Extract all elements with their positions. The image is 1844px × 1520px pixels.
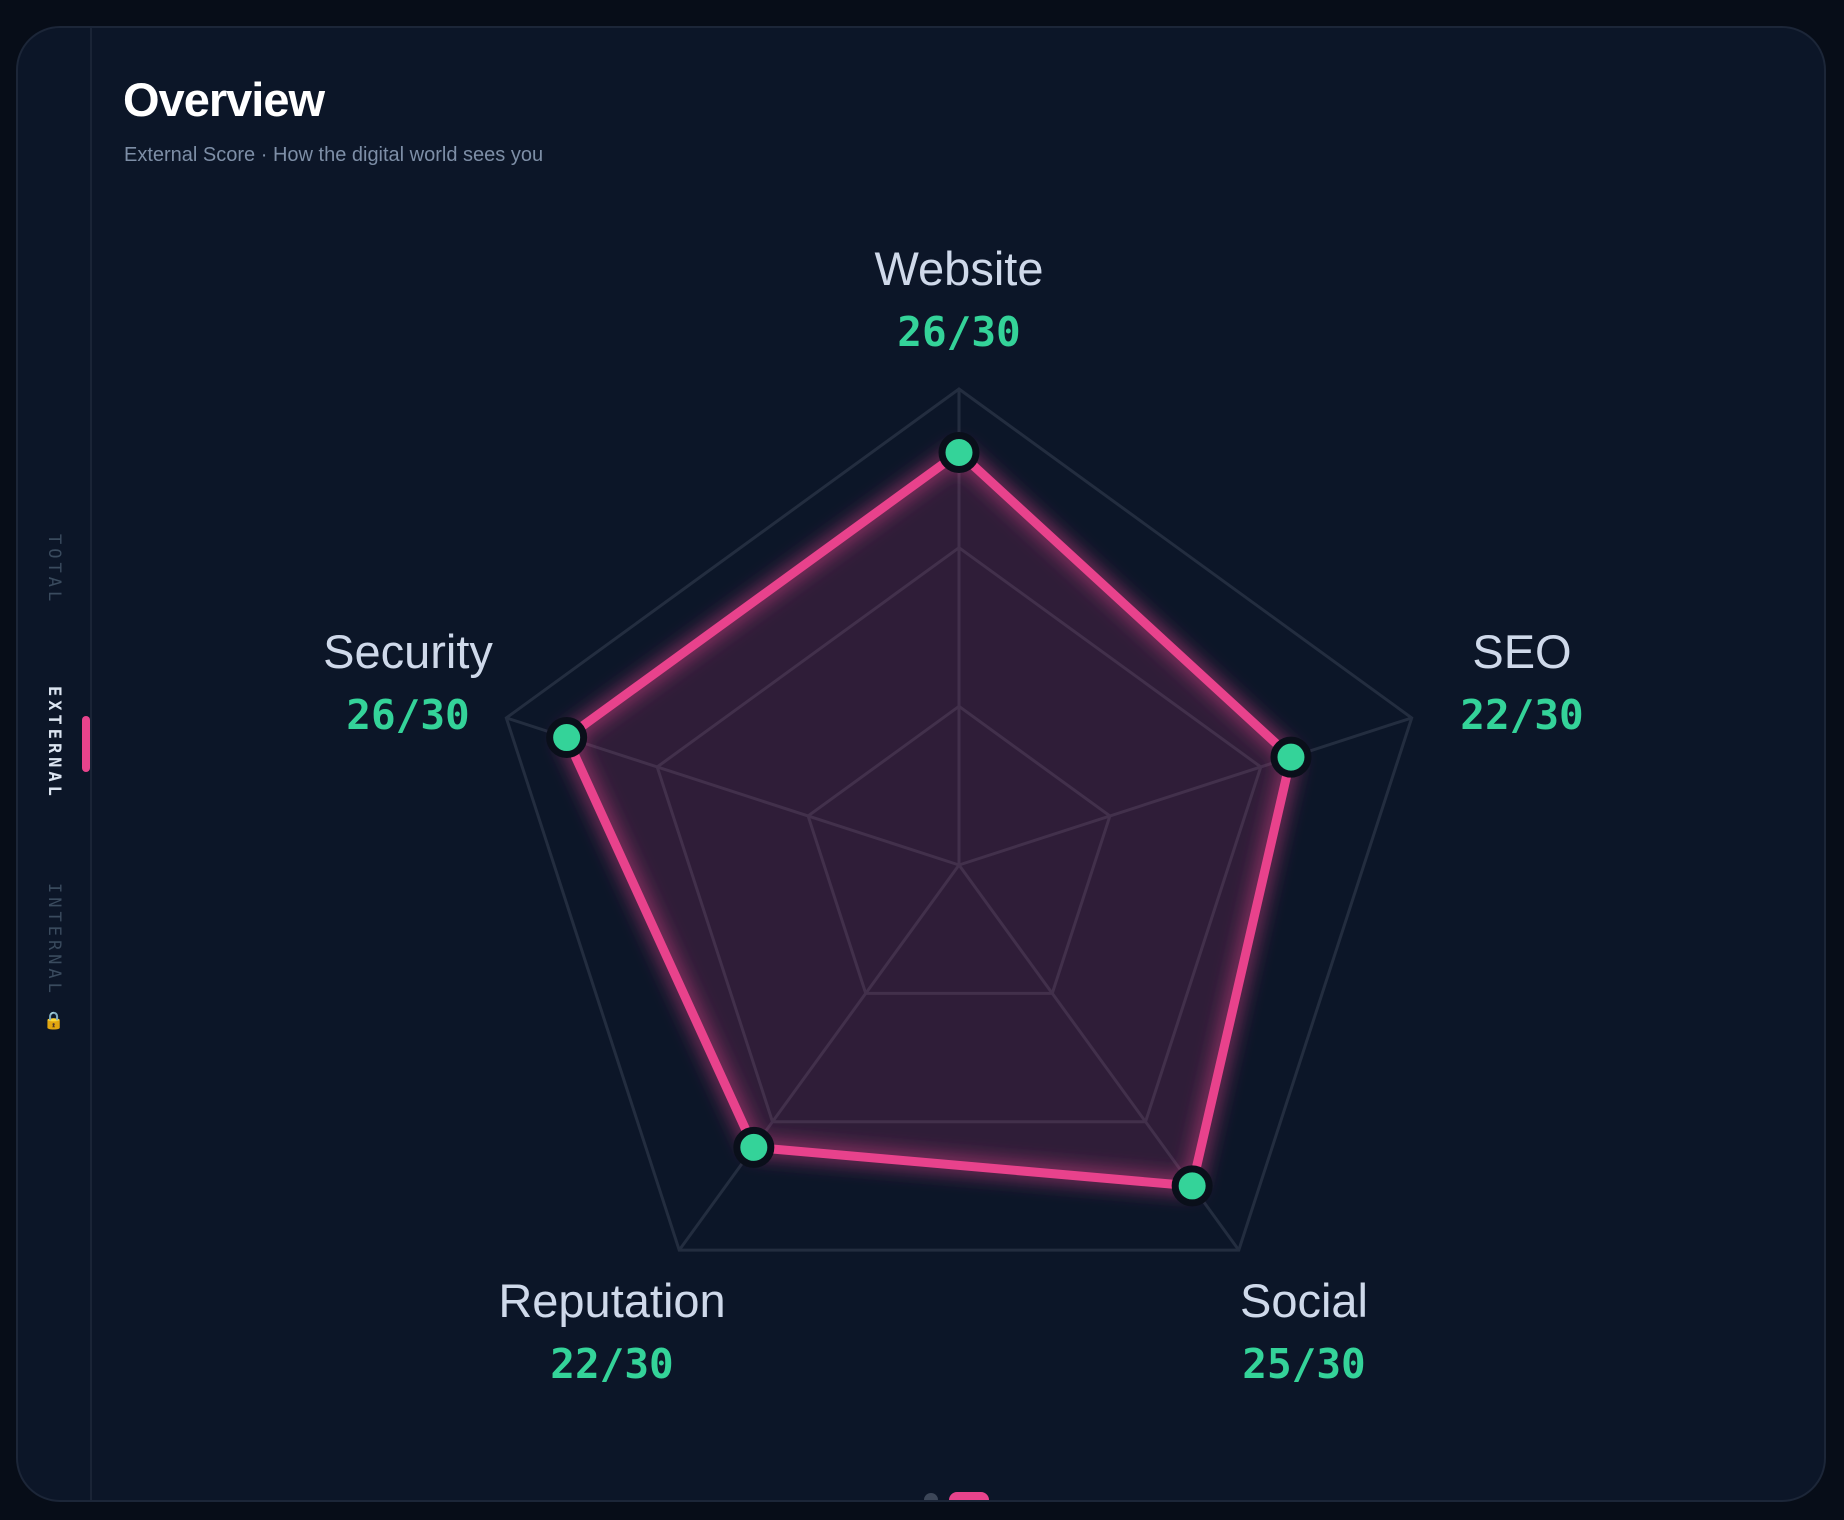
score-label-seo: 22/30 (1460, 691, 1583, 739)
axis-label-website: Website (875, 242, 1044, 295)
grid-spoke-1 (958, 716, 1413, 867)
score-label-social: 25/30 (1242, 1340, 1365, 1388)
data-point-reputation[interactable] (733, 1126, 775, 1168)
score-label-security: 26/30 (346, 691, 469, 739)
data-point-seo[interactable] (1270, 736, 1312, 778)
pagination-dot-1[interactable] (924, 1493, 938, 1500)
axis-label-reputation: Reputation (498, 1274, 725, 1327)
grid-ring-1 (806, 704, 1112, 995)
score-label-website: 26/30 (897, 308, 1020, 356)
tab-total[interactable]: TOTAL (44, 534, 64, 606)
axis-label-seo: SEO (1472, 625, 1571, 678)
axis-label-social: Social (1240, 1274, 1368, 1327)
page-title: Overview (123, 73, 325, 126)
pagination-dot-2[interactable] (949, 1492, 989, 1500)
data-point-social[interactable] (1171, 1165, 1213, 1207)
series-line (562, 447, 1296, 1191)
page-subtitle: External Score · How the digital world s… (124, 144, 544, 166)
series-area (566, 452, 1291, 1186)
overview-card: TOTAL EXTERNAL INTERNAL 🔒 Overview Exter… (16, 26, 1826, 1502)
tab-internal[interactable]: INTERNAL 🔒 (44, 883, 64, 1036)
score-label-reputation: 22/30 (550, 1340, 673, 1388)
axis-label-security: Security (323, 625, 493, 678)
tab-external[interactable]: EXTERNAL (44, 686, 64, 800)
grid-ring-3 (504, 387, 1414, 1252)
grid-spoke-3 (678, 864, 961, 1251)
active-tab-indicator (82, 716, 90, 772)
data-point-security[interactable] (546, 717, 588, 759)
sidebar: TOTAL EXTERNAL INTERNAL 🔒 (18, 28, 92, 1500)
data-point-website[interactable] (938, 431, 980, 473)
grid-ring-2 (655, 545, 1263, 1124)
radar-chart: Website 26/30 SEO 22/30 Social 25/30 Reputatio… (323, 242, 1584, 1388)
